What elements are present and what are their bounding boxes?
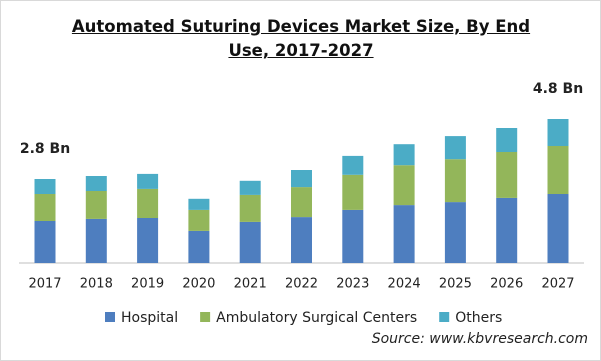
bar-segment [444,159,466,203]
bar-segment [291,170,312,188]
x-tick-label: 2018 [80,277,113,292]
x-tick-label: 2025 [439,277,472,292]
legend-swatch [439,312,450,322]
source: Source: www.kbvresearch.com [371,331,588,347]
bar-segment [444,136,466,160]
legend-swatch [200,312,211,322]
bar-segment [496,197,518,263]
bar-segment [239,180,261,195]
x-tick-label: 2027 [541,277,574,292]
bar-segment [85,191,107,219]
chart-title: Automated Suturing Devices Market Size, … [71,17,531,60]
x-tick-label: 2017 [28,277,61,292]
bar-segment [85,176,107,191]
bar-segment [188,230,210,263]
bar-segment [137,173,159,189]
total-label: 2.8 Bn [20,141,70,157]
x-tick-label: 2024 [388,277,421,292]
bar-segment [291,187,312,218]
legend-label: Others [455,310,502,326]
bar-segment [34,194,56,221]
bar-segment [239,221,261,263]
legend-swatch [105,312,115,322]
total-label: 4.8 Bn [533,81,583,97]
bar-segment [137,188,159,218]
x-tick-label: 2022 [285,277,318,292]
bar-segment [342,209,364,263]
bar-segment [496,152,518,198]
bar-segment [34,221,56,263]
x-tick-label: 2020 [182,277,215,292]
x-tick-label: 2019 [131,277,164,292]
legend-label: Hospital [121,310,178,326]
bar-segment [239,194,261,222]
bar-segment [342,155,364,175]
bar-segment [188,198,210,210]
bar-segment [291,217,312,263]
bar-segment [188,209,210,231]
bar-segment [393,144,415,166]
x-tick-label: 2023 [336,277,369,292]
bar-segment [393,165,415,206]
bar-segment [444,202,466,263]
legend-label: Ambulatory Surgical Centers [216,310,417,326]
bar-segment [342,174,364,210]
bar-segment [547,119,569,146]
bar-segment [547,146,569,194]
x-tick-label: 2021 [234,277,267,292]
bar-segment [393,205,415,263]
bar-segment [496,128,518,152]
bar-segment [34,179,56,194]
bar-segment [137,218,159,263]
x-tick-label: 2026 [490,277,523,292]
bar-segment [547,194,569,263]
bar-segment [85,218,107,263]
